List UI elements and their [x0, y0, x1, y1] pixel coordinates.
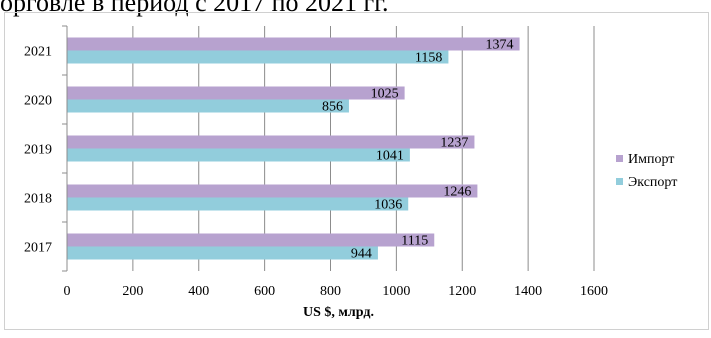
y-tick-label: 2017 [24, 241, 52, 256]
y-tick-label: 2020 [24, 94, 52, 109]
legend: Импорт Экспорт [616, 152, 677, 190]
x-tick-label: 1200 [448, 284, 476, 299]
legend-label: Экспорт [628, 175, 677, 190]
data-label: 944 [351, 247, 372, 262]
axes: 0 200 400 600 800 1000 1200 1400 1600 2017 2018 201… [24, 25, 608, 299]
data-label: 1246 [443, 185, 471, 200]
data-label: 1041 [376, 149, 404, 164]
data-label: 1374 [486, 38, 514, 53]
legend-swatch [616, 178, 623, 185]
x-tick-label: 1600 [580, 284, 608, 299]
bar-импорт [67, 135, 475, 149]
x-tick-label: 1400 [514, 284, 542, 299]
x-tick-label: 200 [122, 284, 143, 299]
bar-импорт [67, 37, 520, 51]
data-label: 1036 [374, 198, 402, 213]
bar-импорт [67, 184, 478, 198]
y-tick-label: 2021 [24, 45, 52, 60]
data-label: 1115 [401, 234, 428, 249]
bar-экспорт [67, 99, 349, 113]
bars: 1115 944 1246 1036 1237 1041 1025 856 1374 1158 [67, 37, 520, 262]
data-label: 856 [322, 100, 343, 115]
y-tick-label: 2019 [24, 143, 52, 158]
y-tick-label: 2018 [24, 192, 52, 207]
bar-экспорт [67, 50, 449, 64]
x-axis-title: US $, млрд. [303, 305, 374, 320]
x-tick-label: 1000 [382, 284, 410, 299]
legend-swatch [616, 155, 623, 162]
bar-импорт [67, 86, 405, 100]
bar-экспорт [67, 246, 378, 260]
bar-импорт [67, 233, 435, 247]
x-tick-label: 600 [254, 284, 275, 299]
x-tick-label: 400 [188, 284, 209, 299]
legend-label: Импорт [628, 152, 674, 167]
bar-экспорт [67, 148, 410, 162]
chart-frame [4, 12, 709, 330]
x-tick-label: 800 [320, 284, 341, 299]
data-label: 1237 [440, 136, 468, 151]
bar-экспорт [67, 197, 409, 211]
data-label: 1158 [415, 51, 442, 66]
data-label: 1025 [371, 87, 399, 102]
x-tick-label: 0 [64, 284, 71, 299]
